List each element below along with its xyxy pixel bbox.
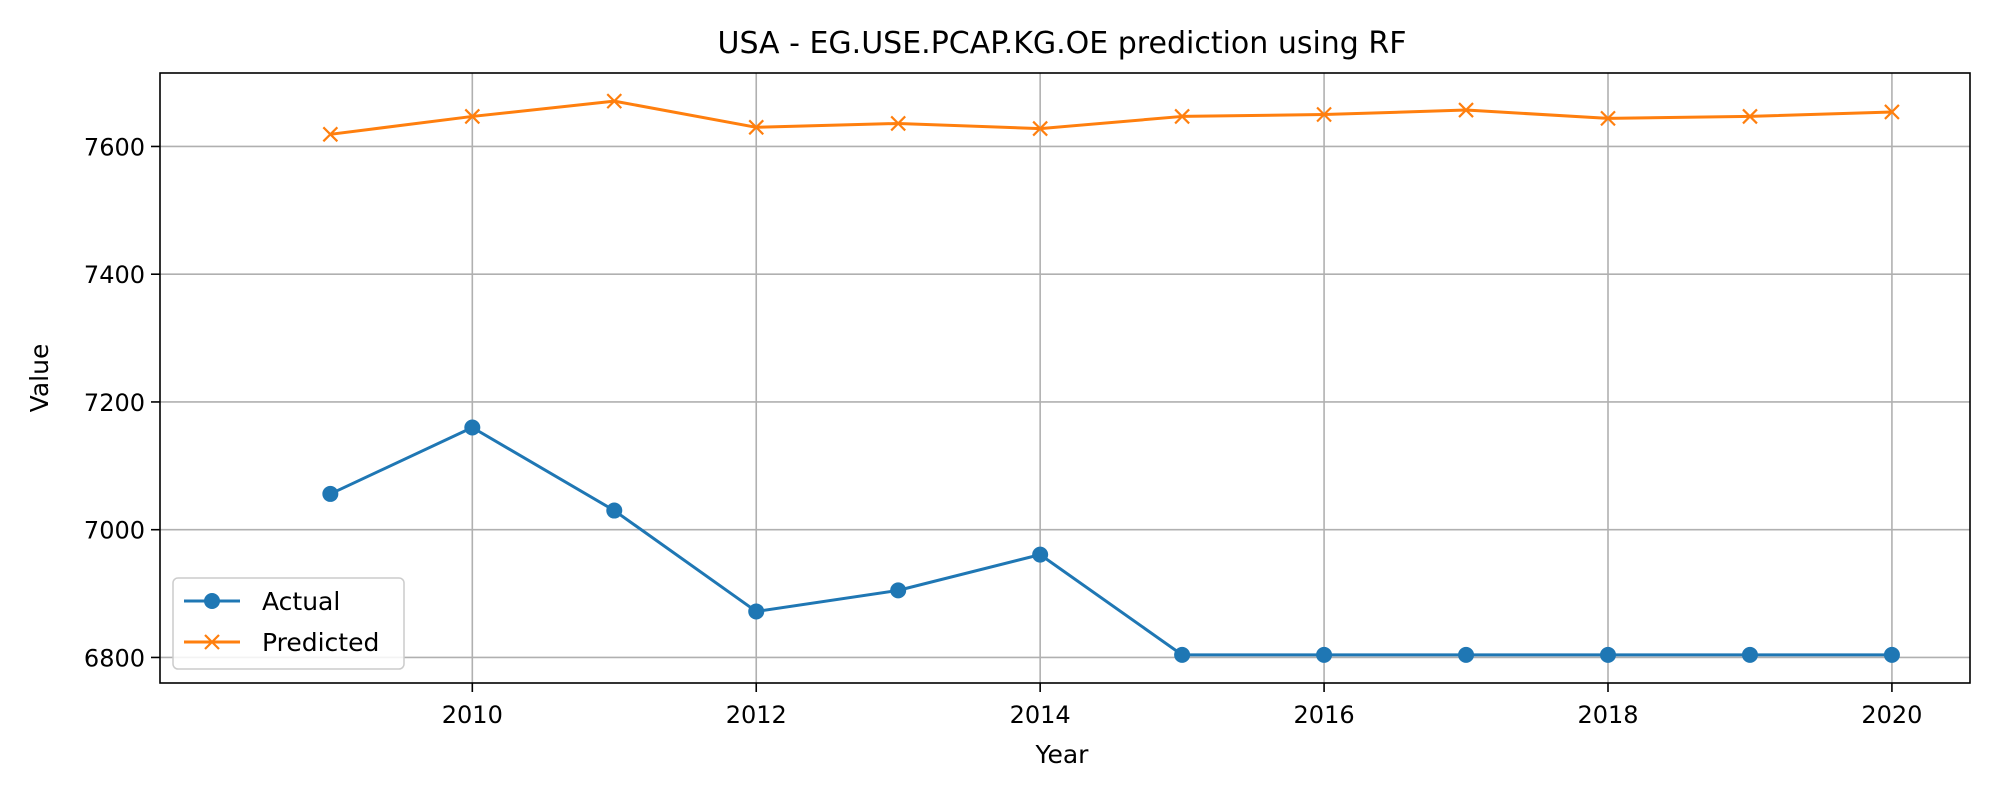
y-tick-label: 7400: [84, 261, 145, 289]
data-point-actual: [464, 419, 481, 436]
data-point-actual: [1741, 646, 1758, 663]
data-point-predicted: [606, 93, 623, 109]
legend-label-actual: Actual: [262, 587, 340, 616]
data-point-actual: [890, 582, 907, 599]
y-tick-label: 7000: [84, 517, 145, 545]
x-tick-label: 2016: [1294, 701, 1355, 729]
data-point-predicted: [748, 119, 765, 136]
data-point-predicted: [1884, 104, 1900, 120]
legend-marker-predicted: [204, 634, 220, 650]
y-tick-label: 7600: [84, 133, 145, 161]
data-point-predicted: [1316, 106, 1332, 123]
x-tick-label: 2020: [1861, 701, 1922, 729]
data-point-predicted: [1032, 120, 1048, 137]
x-tick-label: 2010: [442, 701, 503, 729]
data-point-actual: [1600, 646, 1616, 663]
data-point-actual: [1883, 646, 1900, 663]
grid-lines: [160, 73, 1970, 683]
legend-label-predicted: Predicted: [262, 628, 379, 657]
axis-ticks: 2010 2012 2014 2016 2018 2020 6800 7000 7200 7400…: [84, 133, 1923, 729]
series-layer: [322, 93, 1900, 663]
data-point-actual: [1316, 646, 1333, 663]
chart-title: USA - EG.USE.PCAP.KG.OE prediction using…: [717, 26, 1406, 61]
data-point-predicted: [322, 126, 339, 143]
x-axis-label: Year: [1035, 740, 1090, 769]
series-line-actual: [329, 426, 1892, 657]
y-tick-label: 7200: [84, 389, 145, 417]
plot-frame: [159, 72, 1971, 684]
data-point-predicted: [890, 115, 906, 132]
data-point-actual: [748, 603, 765, 620]
data-point-actual: [606, 502, 623, 519]
legend: Actual Predicted: [172, 577, 405, 670]
x-tick-label: 2014: [1010, 701, 1071, 729]
legend-marker-actual: [204, 593, 220, 609]
data-point-predicted: [464, 108, 481, 125]
data-point-actual: [1174, 646, 1191, 663]
data-point-predicted: [1600, 110, 1616, 127]
data-point-predicted: [1458, 102, 1474, 118]
data-point-actual: [322, 485, 339, 502]
y-tick-label: 6800: [84, 644, 145, 672]
x-tick-label: 2018: [1577, 701, 1638, 729]
series-line-predicted: [330, 99, 1892, 136]
x-tick-label: 2012: [726, 701, 787, 729]
data-point-actual: [1458, 646, 1475, 663]
data-point-predicted: [1742, 108, 1758, 125]
y-axis-label: Value: [25, 344, 54, 413]
data-point-actual: [1032, 546, 1049, 563]
data-point-predicted: [1174, 108, 1190, 125]
